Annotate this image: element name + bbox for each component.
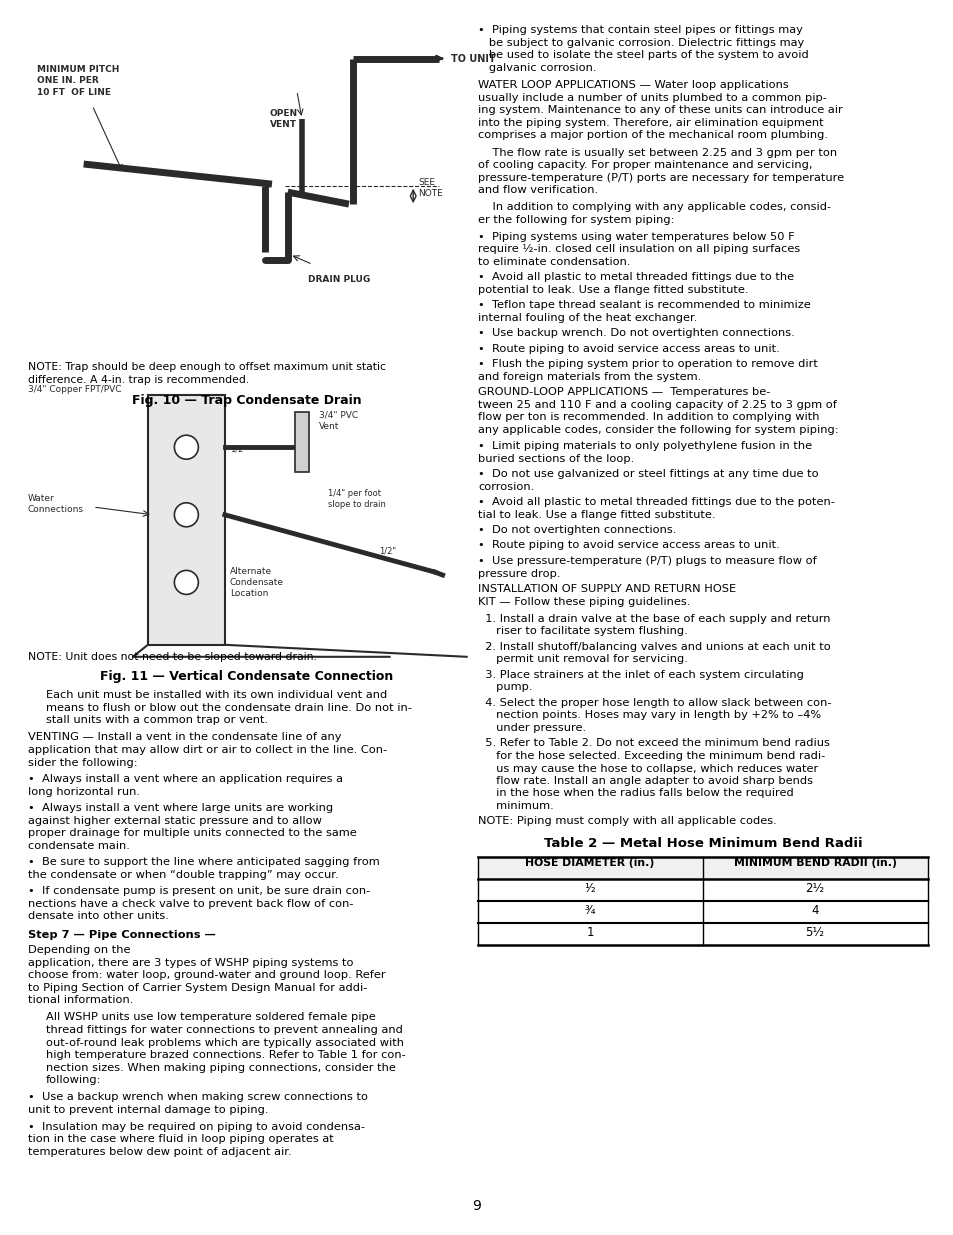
Bar	[477, 902, 927, 923]
Text: •  Be sure to support the line where anticipated sagging from
the condensate or : • Be sure to support the line where anti…	[28, 857, 379, 879]
Text: GROUND-LOOP APPLICATIONS —  Temperatures be-
tween 25 and 110 F and a cooling ca: GROUND-LOOP APPLICATIONS — Temperatures …	[477, 387, 838, 435]
Text: minimum.: minimum.	[477, 802, 553, 811]
Text: permit unit removal for servicing.: permit unit removal for servicing.	[477, 655, 687, 664]
Text: The flow rate is usually set between 2.25 and 3 gpm per ton
of cooling capacity.: The flow rate is usually set between 2.2…	[477, 147, 843, 195]
Text: 1/2": 1/2"	[378, 546, 395, 555]
Text: All WSHP units use low temperature soldered female pipe
thread fittings for wate: All WSHP units use low temperature solde…	[46, 1013, 405, 1086]
Text: •  Do not use galvanized or steel fittings at any time due to
corrosion.: • Do not use galvanized or steel fitting…	[477, 469, 818, 492]
Text: 1. Install a drain valve at the base of each supply and return: 1. Install a drain valve at the base of …	[477, 614, 830, 624]
Text: •  Use a backup wrench when making screw connections to
unit to prevent internal: • Use a backup wrench when making screw …	[28, 1093, 368, 1115]
Text: Depending on the
application, there are 3 types of WSHP piping systems to
choose: Depending on the application, there are …	[28, 945, 385, 1005]
Text: 3/4" Copper FPT/PVC: 3/4" Copper FPT/PVC	[28, 385, 121, 394]
Text: 9: 9	[472, 1199, 481, 1213]
Text: SEE
NOTE: SEE NOTE	[417, 178, 442, 198]
Text: DRAIN PLUG: DRAIN PLUG	[308, 274, 370, 284]
Text: •  Always install a vent where an application requires a
long horizontal run.: • Always install a vent where an applica…	[28, 774, 343, 797]
Text: WATER LOOP APPLICATIONS — Water loop applications
usually include a number of un: WATER LOOP APPLICATIONS — Water loop app…	[477, 80, 841, 141]
Text: 1/4" per foot
slope to drain: 1/4" per foot slope to drain	[327, 489, 385, 509]
Text: TO UNIT: TO UNIT	[451, 53, 495, 63]
Text: VENTING — Install a vent in the condensate line of any
application that may allo: VENTING — Install a vent in the condensa…	[28, 732, 387, 768]
Bar	[148, 395, 225, 645]
Circle shape	[174, 571, 198, 594]
Text: INSTALLATION OF SUPPLY AND RETURN HOSE
KIT — Follow these piping guidelines.: INSTALLATION OF SUPPLY AND RETURN HOSE K…	[477, 584, 736, 606]
Text: flow rate. Install an angle adapter to avoid sharp bends: flow rate. Install an angle adapter to a…	[477, 776, 812, 785]
Text: •  Route piping to avoid service access areas to unit.: • Route piping to avoid service access a…	[477, 343, 779, 353]
Text: Each unit must be installed with its own individual vent and
means to flush or b: Each unit must be installed with its own…	[46, 690, 412, 725]
Text: 3. Place strainers at the inlet of each system circulating: 3. Place strainers at the inlet of each …	[477, 671, 803, 680]
Circle shape	[174, 435, 198, 459]
Text: nection points. Hoses may vary in length by +2% to –4%: nection points. Hoses may vary in length…	[477, 710, 821, 720]
Text: ¹⁄₂: ¹⁄₂	[583, 883, 596, 895]
Bar	[477, 879, 927, 902]
Text: in the hose when the radius falls below the required: in the hose when the radius falls below …	[477, 788, 793, 799]
Text: In addition to complying with any applicable codes, consid-
er the following for: In addition to complying with any applic…	[477, 203, 830, 225]
Text: •  Do not overtighten connections.: • Do not overtighten connections.	[477, 525, 676, 535]
Text: •  Avoid all plastic to metal threaded fittings due to the poten-
tial to leak. : • Avoid all plastic to metal threaded fi…	[477, 496, 834, 520]
Text: MINIMUM PITCH
ONE IN. PER
10 FT  OF LINE: MINIMUM PITCH ONE IN. PER 10 FT OF LINE	[36, 65, 119, 96]
Text: •  Use backup wrench. Do not overtighten connections.: • Use backup wrench. Do not overtighten …	[477, 329, 794, 338]
Text: •  Limit piping materials to only polyethylene fusion in the
buried sections of : • Limit piping materials to only polyeth…	[477, 441, 811, 463]
Text: ³⁄₄: ³⁄₄	[583, 904, 595, 918]
Text: under pressure.: under pressure.	[477, 722, 585, 734]
Text: 4. Select the proper hose length to allow slack between con-: 4. Select the proper hose length to allo…	[477, 698, 831, 708]
Circle shape	[174, 503, 198, 527]
Text: •  Use pressure-temperature (P/T) plugs to measure flow of
pressure drop.: • Use pressure-temperature (P/T) plugs t…	[477, 556, 816, 578]
Text: •  Teflon tape thread sealant is recommended to minimize
internal fouling of the: • Teflon tape thread sealant is recommen…	[477, 300, 810, 322]
Text: MINIMUM BEND RADII (in.): MINIMUM BEND RADII (in.)	[733, 858, 896, 868]
Text: 2. Install shutoff/balancing valves and unions at each unit to: 2. Install shutoff/balancing valves and …	[477, 642, 830, 652]
Text: us may cause the hose to collapse, which reduces water: us may cause the hose to collapse, which…	[477, 763, 818, 773]
Text: •  Avoid all plastic to metal threaded fittings due to the
potential to leak. Us: • Avoid all plastic to metal threaded fi…	[477, 272, 793, 295]
Text: pump.: pump.	[477, 683, 532, 693]
Text: Water
Connections: Water Connections	[28, 494, 84, 514]
Text: Fig. 11 — Vertical Condensate Connection: Fig. 11 — Vertical Condensate Connection	[100, 671, 394, 683]
Text: Fig. 10 — Trap Condensate Drain: Fig. 10 — Trap Condensate Drain	[132, 394, 361, 408]
Text: •  Route piping to avoid service access areas to unit.: • Route piping to avoid service access a…	[477, 541, 779, 551]
Text: •  If condensate pump is present on unit, be sure drain con-
nections have a che: • If condensate pump is present on unit,…	[28, 885, 370, 921]
Text: 1: 1	[586, 926, 593, 940]
Text: •  Flush the piping system prior to operation to remove dirt
and foreign materia: • Flush the piping system prior to opera…	[477, 359, 817, 382]
Text: Alternate
Condensate
Location: Alternate Condensate Location	[230, 567, 284, 599]
Text: •  Insulation may be required on piping to avoid condensa-
tion in the case wher: • Insulation may be required on piping t…	[28, 1121, 365, 1157]
Text: NOTE: Piping must comply with all applicable codes.: NOTE: Piping must comply with all applic…	[477, 816, 776, 826]
Text: NOTE: Trap should be deep enough to offset maximum unit static
difference. A 4-i: NOTE: Trap should be deep enough to offs…	[28, 362, 386, 384]
Bar	[477, 923, 927, 945]
Text: 2¹⁄₂: 2¹⁄₂	[804, 883, 823, 895]
Bar	[294, 412, 309, 472]
Text: riser to facilitate system flushing.: riser to facilitate system flushing.	[477, 626, 687, 636]
Text: 5. Refer to Table 2. Do not exceed the minimum bend radius: 5. Refer to Table 2. Do not exceed the m…	[477, 739, 829, 748]
Text: •  Always install a vent where large units are working
against higher external s: • Always install a vent where large unit…	[28, 803, 356, 851]
Text: NOTE: Unit does not need to be sloped toward drain.: NOTE: Unit does not need to be sloped to…	[28, 652, 316, 662]
Text: OPEN
VENT: OPEN VENT	[270, 109, 297, 128]
Text: 3/4" PVC
Vent: 3/4" PVC Vent	[318, 411, 357, 431]
Text: for the hose selected. Exceeding the minimum bend radi-: for the hose selected. Exceeding the min…	[477, 751, 824, 761]
Text: HOSE DIAMETER (in.): HOSE DIAMETER (in.)	[525, 858, 654, 868]
Bar	[477, 857, 927, 879]
Text: 5¹⁄₂: 5¹⁄₂	[804, 926, 823, 940]
Text: 4: 4	[810, 904, 818, 918]
Text: 1/2": 1/2"	[230, 445, 247, 453]
Text: Step 7 — Pipe Connections —: Step 7 — Pipe Connections —	[28, 930, 215, 941]
Text: Table 2 — Metal Hose Minimum Bend Radii: Table 2 — Metal Hose Minimum Bend Radii	[543, 837, 862, 850]
Text: •  Piping systems using water temperatures below 50 F
require ½-in. closed cell : • Piping systems using water temperature…	[477, 231, 800, 267]
Text: •  Piping systems that contain steel pipes or fittings may
   be subject to galv: • Piping systems that contain steel pipe…	[477, 25, 808, 73]
